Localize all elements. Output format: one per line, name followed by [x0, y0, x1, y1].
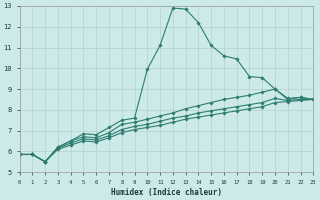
- X-axis label: Humidex (Indice chaleur): Humidex (Indice chaleur): [111, 188, 222, 197]
